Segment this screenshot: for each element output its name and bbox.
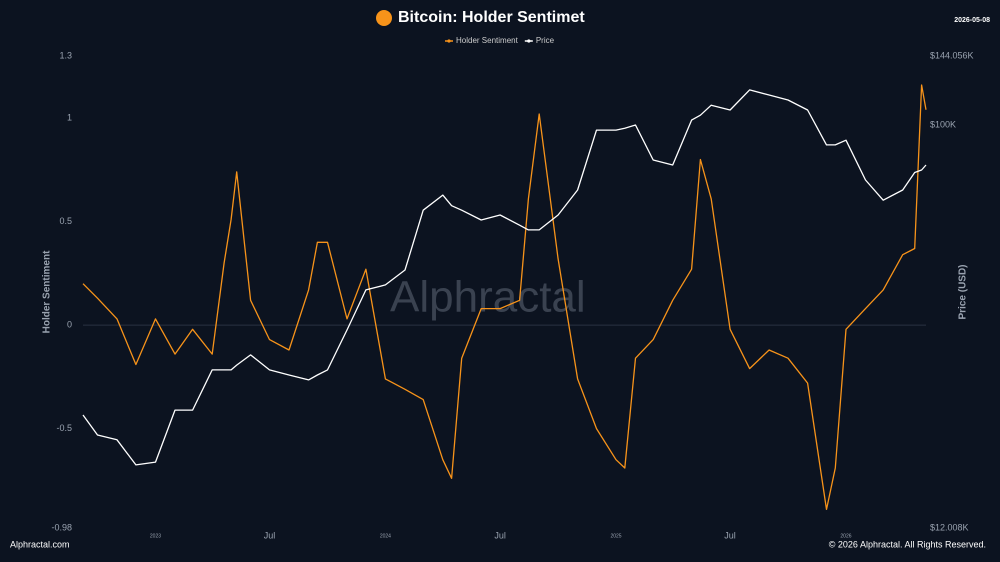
y-tick-label: -0.98 — [51, 522, 72, 532]
x-tick-label: Jul — [724, 530, 736, 540]
series-line — [82, 84, 927, 511]
x-tick-label: 2024 — [380, 533, 391, 539]
y2-tick-label: $12.008K — [930, 522, 969, 532]
footer-left: Alphractal.com — [10, 539, 70, 549]
date: 2026-05-08 — [954, 17, 990, 24]
x-tick-label: Jul — [494, 530, 506, 540]
watermark: Alphractal — [390, 273, 586, 322]
y2-tick-label: $100K — [930, 120, 956, 130]
legend-dot — [447, 39, 451, 43]
footer-right: © 2026 Alphractal. All Rights Reserved. — [829, 539, 986, 549]
y-tick-label: 0.5 — [59, 216, 72, 226]
y-tick-label: 1 — [67, 112, 72, 122]
x-tick-label: 2023 — [150, 533, 161, 539]
legend-label: Price — [536, 36, 555, 45]
legend-label: Holder Sentiment — [456, 36, 519, 45]
x-tick-label: Jul — [264, 530, 276, 540]
y-tick-label: -0.5 — [56, 423, 72, 433]
bitcoin-icon — [376, 10, 392, 26]
y2-tick-label: $144.056K — [930, 50, 974, 60]
y-axis-label: Holder Sentiment — [42, 250, 53, 333]
y-tick-label: 0 — [67, 319, 72, 329]
x-tick-label: 2025 — [610, 533, 621, 539]
series-line — [82, 89, 927, 466]
y-tick-label: 1.3 — [59, 50, 72, 60]
chart-title: Bitcoin: Holder Sentimet — [398, 9, 585, 26]
legend-dot — [527, 39, 531, 43]
x-tick-label: 2026 — [840, 533, 851, 539]
y2-axis-label: Price (USD) — [958, 264, 969, 319]
